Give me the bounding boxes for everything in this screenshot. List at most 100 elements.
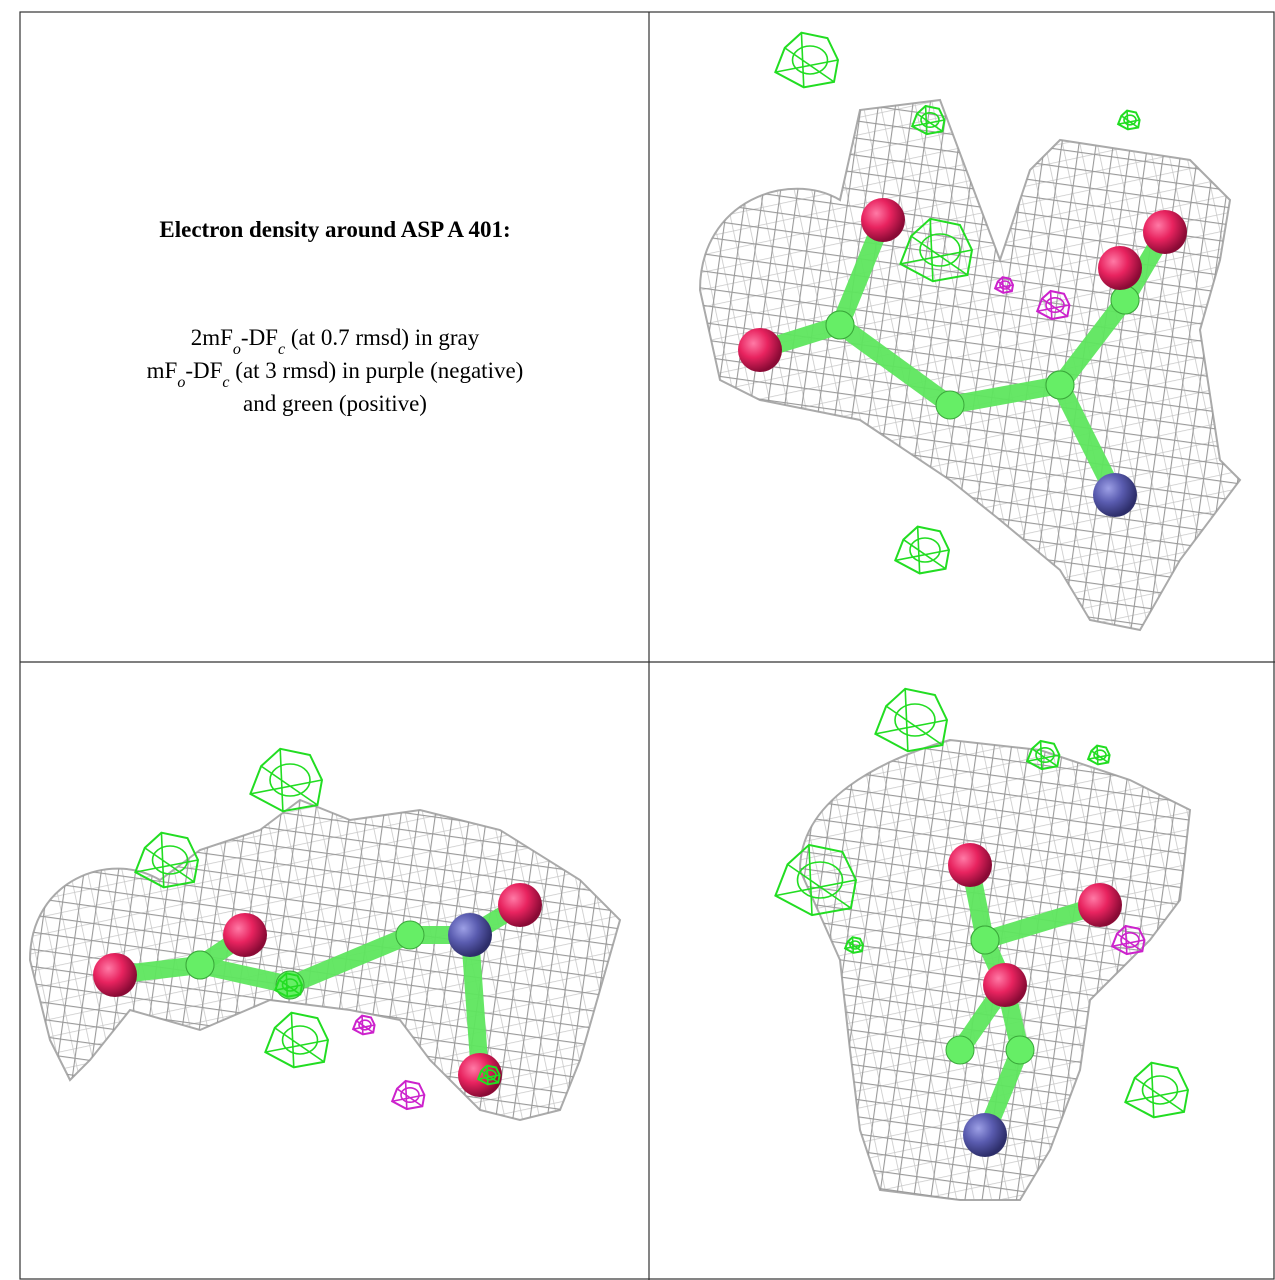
difference-mesh-line [260,765,318,806]
difference-mesh-ring [1035,746,1055,763]
caption-text: -DF [241,325,278,350]
nitrogen-atom [1093,473,1137,517]
difference-mesh-line [1125,1089,1189,1103]
difference-mesh-ring [999,280,1011,290]
difference-mesh [874,687,949,753]
difference-mesh [273,972,304,998]
oxygen-atom [861,198,905,242]
density-panel [698,31,1242,632]
difference-mesh-line [775,59,839,73]
oxygen-atom [1078,883,1122,927]
difference-mesh-line [1039,740,1043,770]
difference-mesh-ring [791,45,829,75]
difference-mesh [1110,924,1146,956]
carbon-atom [970,925,1000,955]
difference-mesh [894,525,951,575]
difference-mesh-line [1124,925,1128,955]
difference-mesh-line [929,218,934,282]
carbon-atom [935,390,965,420]
difference-mesh-line [1150,1062,1155,1118]
caption-title: Electron density around ASP A 401: [159,217,510,242]
difference-mesh-ring [894,703,936,737]
difference-mesh [774,31,840,89]
oxygen-atom [738,328,782,372]
difference-mesh-ring [849,940,861,950]
difference-mesh-line [265,1039,329,1053]
difference-mesh [476,1064,501,1086]
caption-text: (at 3 rmsd) in purple (negative) [230,358,524,383]
difference-mesh-line [885,705,943,746]
difference-mesh-line [904,688,909,752]
difference-mesh-ring [919,233,961,267]
difference-mesh-line [285,973,289,997]
difference-mesh-ring [1045,296,1065,313]
difference-mesh [264,1011,330,1069]
caption-text: (at 0.7 rmsd) in gray [285,325,480,350]
difference-mesh-ring [358,1019,372,1031]
difference-mesh-line [910,235,968,276]
difference-mesh [899,217,974,283]
subscript: o [233,341,241,358]
difference-mesh-ring [281,978,299,992]
difference-mesh-line [250,779,323,795]
density-panel [774,687,1192,1201]
table-borders [19,11,1275,1280]
difference-mesh-ring [1120,931,1140,948]
difference-mesh-line [160,832,165,888]
difference-mesh-line [895,549,950,562]
difference-mesh [774,843,858,917]
difference-mesh [1086,744,1111,766]
difference-mesh [351,1014,376,1036]
difference-mesh-line [486,1065,489,1085]
density-images [28,31,1242,1201]
difference-mesh-line [1126,110,1129,130]
difference-mesh [249,747,324,813]
caption-line: mFo-DFc (at 3 rmsd) in purple (negative) [147,358,524,391]
difference-mesh-line [1096,745,1099,765]
difference-mesh [843,936,865,954]
carbon-atom [1045,370,1075,400]
subscript: c [278,341,285,358]
caption-text: and green (positive) [243,391,427,416]
difference-mesh-line [1001,277,1005,293]
subscript: c [222,374,229,391]
difference-mesh [390,1079,426,1111]
difference-mesh [1025,739,1061,771]
oxygen-atom [223,913,267,957]
difference-mesh-line [274,1027,325,1063]
oxygen-atom [1098,246,1142,290]
difference-mesh-line [1049,290,1053,320]
difference-mesh [134,831,200,889]
carbon-atom [825,310,855,340]
bond [461,926,489,1084]
oxygen-atom [1143,210,1187,254]
difference-mesh-line [144,847,195,883]
caption-line: 2mFo-DFc (at 0.7 rmsd) in gray [191,325,480,358]
carbon-atom [395,920,425,950]
difference-mesh [1035,289,1071,321]
difference-mesh-line [916,526,921,574]
subscript: o [177,374,185,391]
difference-mesh-ring [483,1069,497,1081]
caption-text: 2mF [191,325,233,350]
difference-mesh-line [851,937,855,953]
difference-mesh-line [404,1080,408,1110]
difference-mesh-ring [920,112,940,129]
difference-mesh-ring [269,763,311,797]
oxygen-atom [93,953,137,997]
carbon-atom [1005,1035,1035,1065]
difference-mesh [1116,109,1141,131]
caption-line: and green (positive) [243,391,427,416]
difference-mesh-line [361,1015,364,1035]
difference-mesh-line [924,105,928,135]
difference-mesh-ring [281,1025,319,1055]
difference-mesh-line [290,1012,295,1068]
caption-text: -DF [185,358,222,383]
nitrogen-atom [448,913,492,957]
difference-mesh-line [279,748,284,812]
oxygen-atom [498,883,542,927]
